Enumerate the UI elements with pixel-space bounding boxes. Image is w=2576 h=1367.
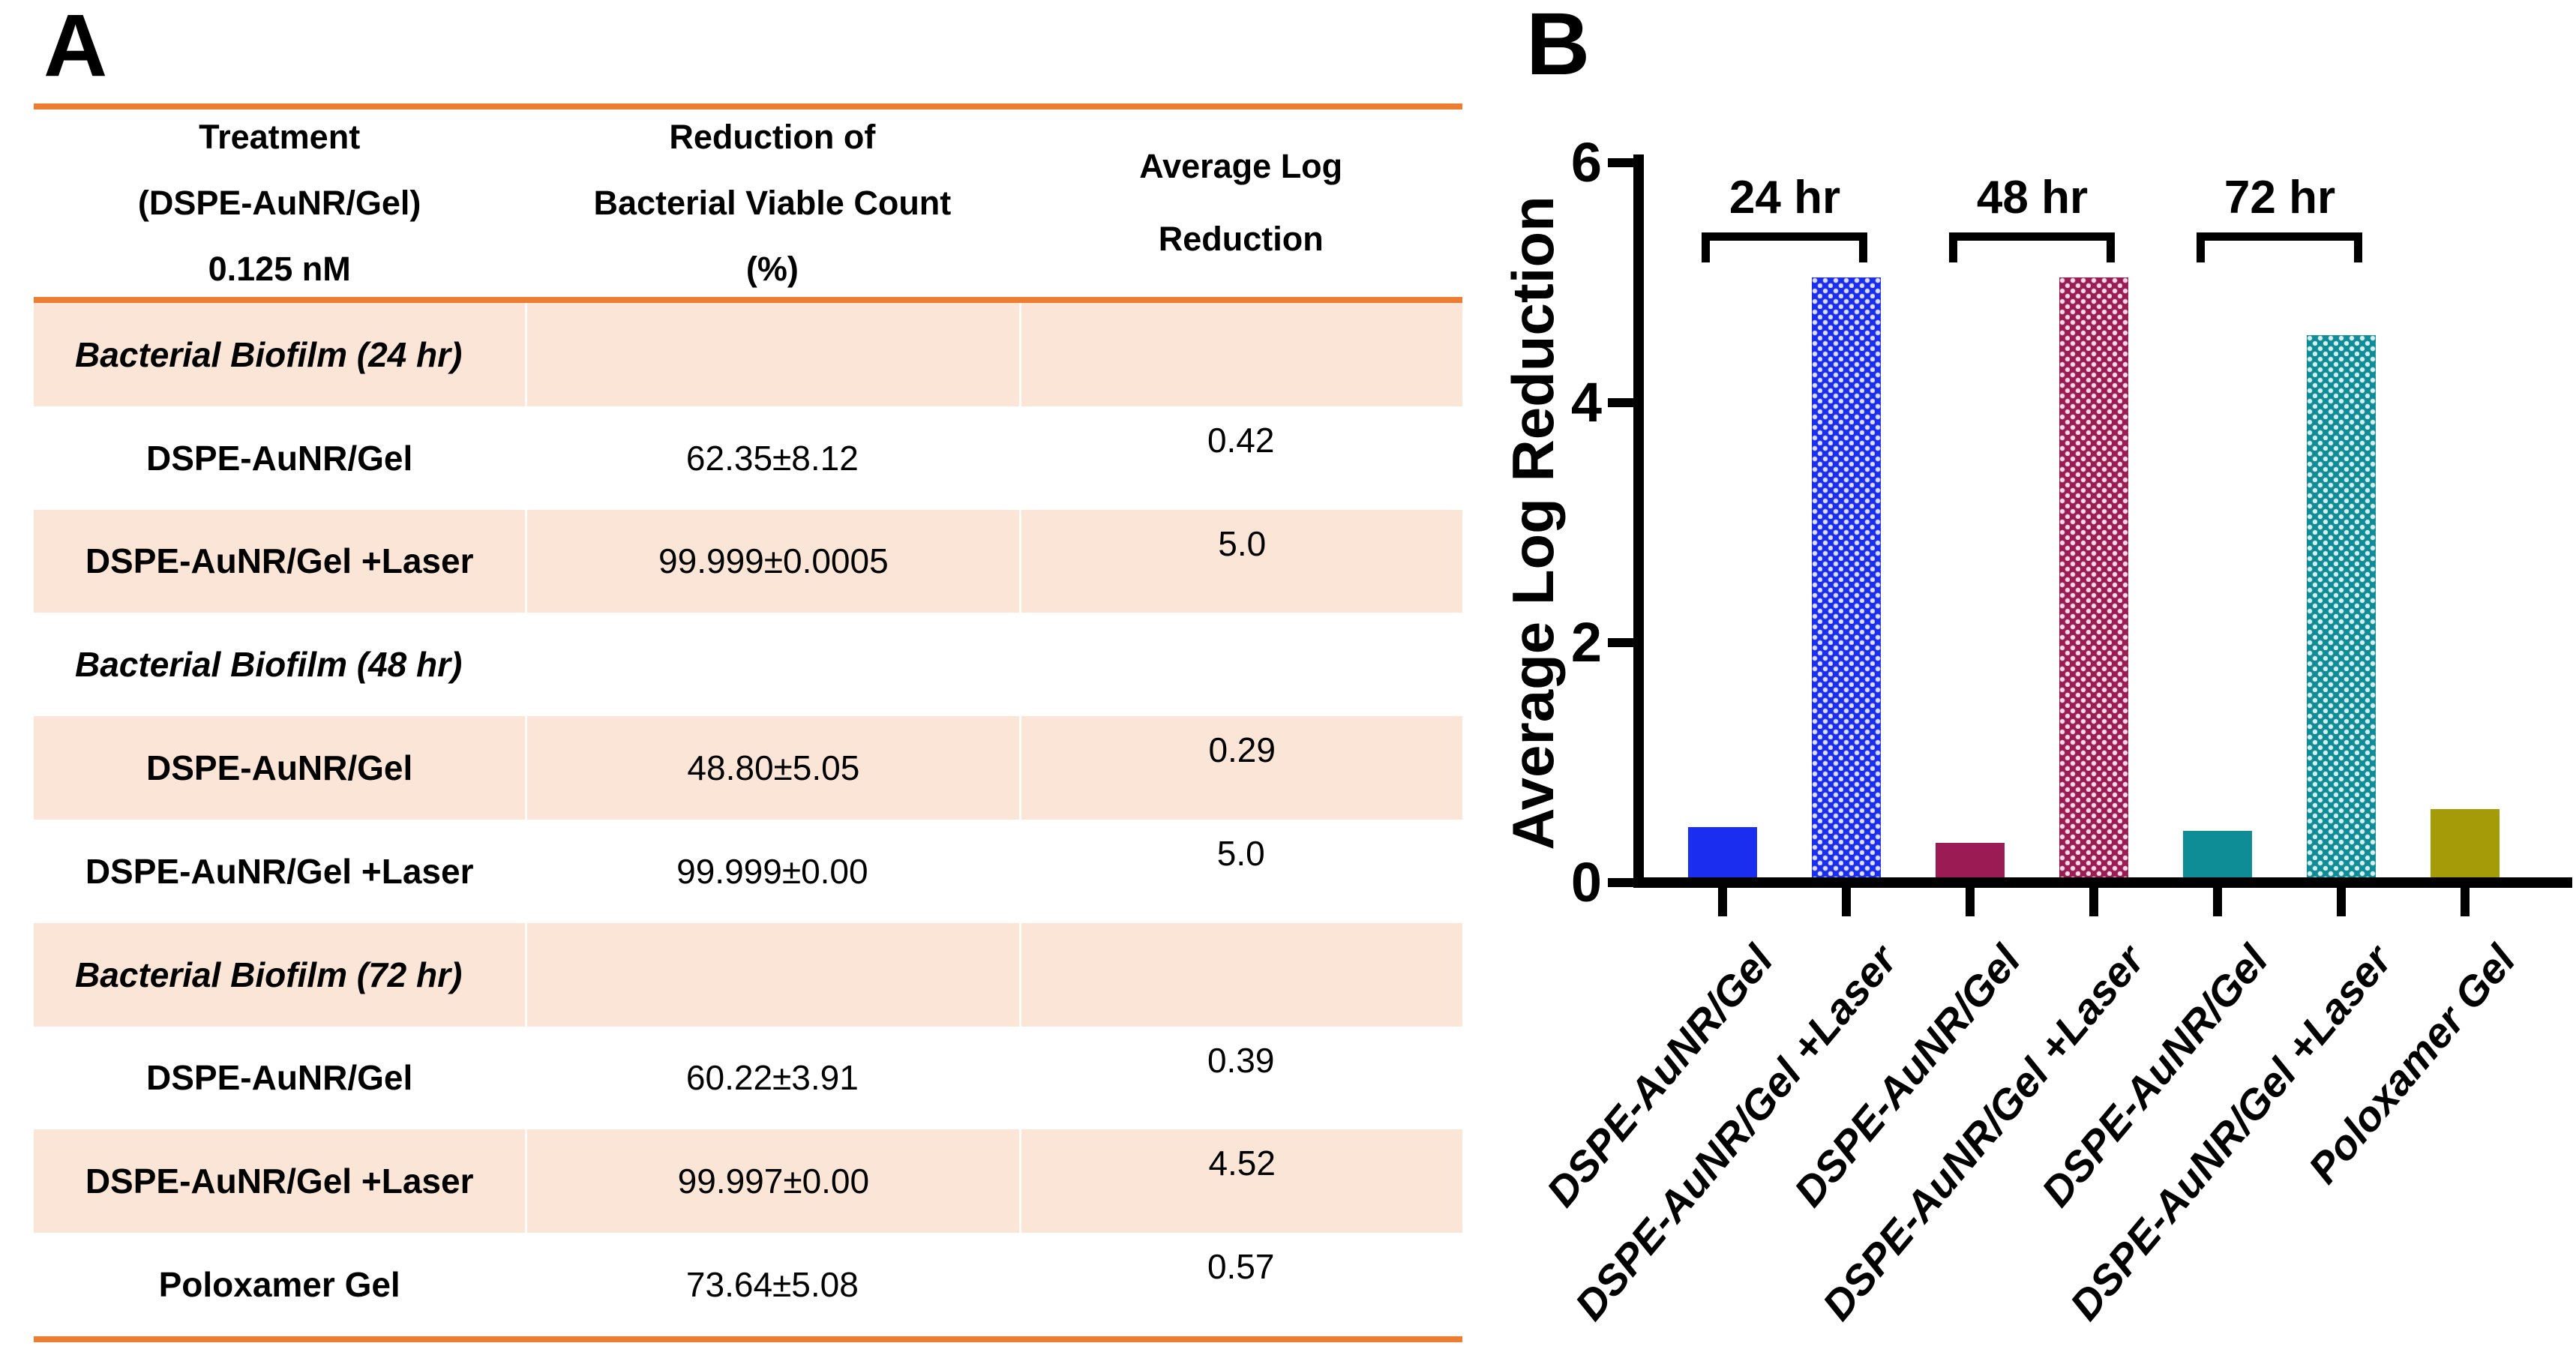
group-bracket [1702, 232, 1867, 241]
table-data-row: Poloxamer Gel 73.64±5.08 0.57 [34, 1233, 1462, 1336]
table-header-line: Reduction [1158, 220, 1324, 258]
y-tick-label: 6 [1570, 131, 1602, 193]
x-tick [2337, 888, 2346, 916]
table-header-line: (DSPE-AuNR/Gel) [137, 184, 421, 223]
treatment-cell: DSPE-AuNR/Gel [146, 438, 413, 478]
treatment-cell: Poloxamer Gel [158, 1265, 400, 1305]
table-data-row: DSPE-AuNR/Gel 60.22±3.91 0.39 [34, 1027, 1462, 1130]
treatment-cell: DSPE-AuNR/Gel [146, 1058, 413, 1098]
empty-cell [525, 613, 1019, 716]
y-axis-title-text: Average Log Reduction [1499, 195, 1566, 850]
table-data-row: DSPE-AuNR/Gel +Laser 99.997±0.00 4.52 [34, 1129, 1462, 1234]
group-bracket-label: 48 hr [1976, 172, 2089, 223]
x-tick [2461, 888, 2470, 916]
empty-cell [525, 303, 1019, 406]
table-section-row: Bacterial Biofilm (72 hr) [34, 922, 1462, 1027]
y-axis-title: Average Log Reduction [1494, 163, 1572, 883]
empty-cell [1019, 303, 1462, 406]
group-bracket-end [1859, 232, 1867, 262]
table-data-row: DSPE-AuNR/Gel +Laser 99.999±0.00 5.0 [34, 820, 1462, 923]
group-bracket-end [2107, 232, 2115, 262]
log-reduction-cell: 0.39 [1207, 1040, 1275, 1080]
group-bracket-label: 72 hr [2224, 172, 2336, 223]
reduction-percent-cell: 48.80±5.05 [525, 716, 1019, 820]
x-tick [2089, 888, 2098, 916]
reduction-percent-cell: 62.35±8.12 [685, 438, 859, 478]
table-header-col-1: Treatment (DSPE-AuNR/Gel) 0.125 nM [34, 109, 525, 297]
log-reduction-cell: 0.57 [1207, 1247, 1275, 1287]
empty-cell [525, 922, 1019, 1027]
table-header-line: Treatment [199, 118, 361, 157]
group-bracket-end [2354, 232, 2362, 262]
table-data-row: DSPE-AuNR/Gel 62.35±8.12 0.42 [34, 406, 1462, 510]
y-tick-label: 4 [1570, 371, 1602, 433]
reduction-percent-cell: 99.999±0.00 [676, 851, 868, 891]
bar-6-dotted [2307, 335, 2376, 877]
y-tick-label: 0 [1570, 851, 1602, 913]
section-header-label: Bacterial Biofilm (48 hr) [75, 645, 463, 685]
y-tick [1608, 878, 1633, 887]
bar-7-solid [2431, 809, 2500, 877]
table-header-line: 0.125 nM [208, 249, 351, 288]
x-tick [1966, 888, 1975, 916]
reduction-percent-cell: 60.22±3.91 [685, 1058, 859, 1098]
table-data-row: DSPE-AuNR/Gel +Laser 99.999±0.0005 5.0 [34, 509, 1462, 613]
table-header-col-3: Average Log Reduction [1019, 109, 1462, 297]
x-axis [1633, 877, 2572, 888]
y-axis [1633, 154, 1644, 888]
table-header-line: Reduction of [669, 118, 876, 157]
table-header-line: Average Log [1139, 147, 1343, 186]
log-reduction-cell: 4.52 [1019, 1129, 1462, 1234]
y-tick [1608, 638, 1633, 647]
treatment-cell: DSPE-AuNR/Gel [146, 748, 413, 788]
reduction-percent-cell: 99.997±0.00 [525, 1129, 1019, 1234]
table-data-row: DSPE-AuNR/Gel 48.80±5.05 0.29 [34, 716, 1462, 820]
log-reduction-cell: 0.29 [1019, 716, 1462, 820]
section-header-label: Bacterial Biofilm (72 hr) [75, 955, 463, 994]
x-tick [1842, 888, 1851, 916]
treatment-table: Treatment (DSPE-AuNR/Gel) 0.125 nM Reductio… [34, 103, 1462, 1342]
group-bracket [1949, 232, 2115, 241]
panel-a-label: A [43, 0, 108, 95]
treatment-cell: DSPE-AuNR/Gel +Laser [85, 541, 474, 581]
x-tick [1718, 888, 1727, 916]
x-tick [2213, 888, 2222, 916]
group-bracket [2197, 232, 2362, 241]
y-tick-label: 2 [1570, 611, 1602, 673]
group-bracket-end [2197, 232, 2205, 262]
table-section-row: Bacterial Biofilm (24 hr) [34, 303, 1462, 406]
panel-b-label: B [1526, 0, 1591, 94]
table-header-row: Treatment (DSPE-AuNR/Gel) 0.125 nM Reductio… [34, 109, 1462, 297]
table-header-col-2: Reduction of Bacterial Viable Count (%) [525, 109, 1019, 297]
group-bracket-label: 24 hr [1729, 172, 1841, 223]
table-header-line: Bacterial Viable Count [593, 184, 952, 223]
log-reduction-cell: 5.0 [1216, 833, 1265, 873]
bar-1-solid [1688, 827, 1757, 877]
table-header-line: (%) [745, 249, 799, 288]
reduction-percent-cell: 99.999±0.0005 [525, 509, 1019, 613]
table-body: Bacterial Biofilm (24 hr) DSPE-AuNR/Gel 62… [34, 303, 1462, 1336]
group-bracket-end [1702, 232, 1710, 262]
reduction-percent-cell: 73.64±5.08 [685, 1265, 859, 1305]
bar-2-dotted [1812, 277, 1881, 877]
treatment-cell: DSPE-AuNR/Gel +Laser [85, 1162, 474, 1201]
treatment-cell: DSPE-AuNR/Gel +Laser [85, 851, 474, 891]
table-header-rule [34, 297, 1462, 303]
empty-cell [1019, 613, 1462, 716]
bar-3-solid [1936, 843, 2005, 877]
empty-cell [1019, 922, 1462, 1027]
log-reduction-cell: 5.0 [1019, 509, 1462, 613]
section-header-label: Bacterial Biofilm (24 hr) [75, 334, 463, 374]
y-tick [1608, 158, 1633, 167]
bar-5-solid [2183, 831, 2252, 877]
table-section-row: Bacterial Biofilm (48 hr) [34, 613, 1462, 716]
log-reduction-cell: 0.42 [1207, 420, 1275, 460]
bar-4-dotted [2059, 277, 2128, 877]
y-tick [1608, 398, 1633, 407]
group-bracket-end [1949, 232, 1957, 262]
